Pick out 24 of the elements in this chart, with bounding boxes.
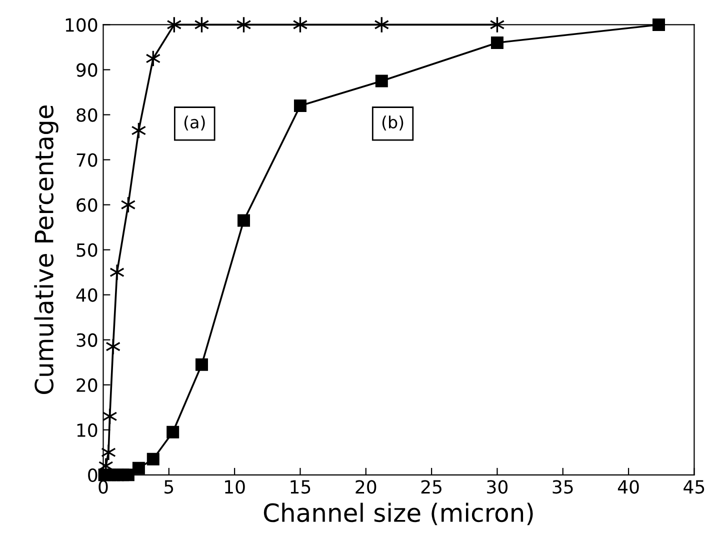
- x-tick-label: 15: [290, 480, 310, 494]
- x-tick-label: 35: [552, 480, 573, 494]
- x-tick-label: 30: [487, 480, 508, 494]
- y-tick-label: 70: [76, 153, 98, 167]
- x-tick-label: 45: [684, 480, 704, 494]
- x-tick-label: 20: [356, 480, 376, 494]
- y-tick-label: 10: [77, 423, 98, 437]
- y-tick-label: 20: [76, 378, 98, 392]
- x-tick-label: 5: [164, 480, 174, 494]
- y-axis-title: Cumulative Percentage: [34, 106, 58, 394]
- y-tick-label: 90: [76, 63, 98, 77]
- series-label: (b): [382, 116, 404, 130]
- x-tick-label: 40: [618, 480, 639, 494]
- y-tick-label: 30: [76, 333, 98, 347]
- text: (a): [184, 116, 205, 130]
- y-tick-label: 60: [76, 198, 98, 212]
- x-axis-title: Channel size (micron): [264, 502, 533, 526]
- y-tick-label: 100: [66, 18, 98, 32]
- y-tick-label: 0: [88, 468, 98, 482]
- y-tick-label: 40: [76, 288, 98, 302]
- y-tick-label: 80: [76, 108, 98, 122]
- x-tick-label: 25: [421, 480, 442, 494]
- y-tick-label: 50: [76, 243, 98, 257]
- x-tick-label: 10: [225, 480, 245, 494]
